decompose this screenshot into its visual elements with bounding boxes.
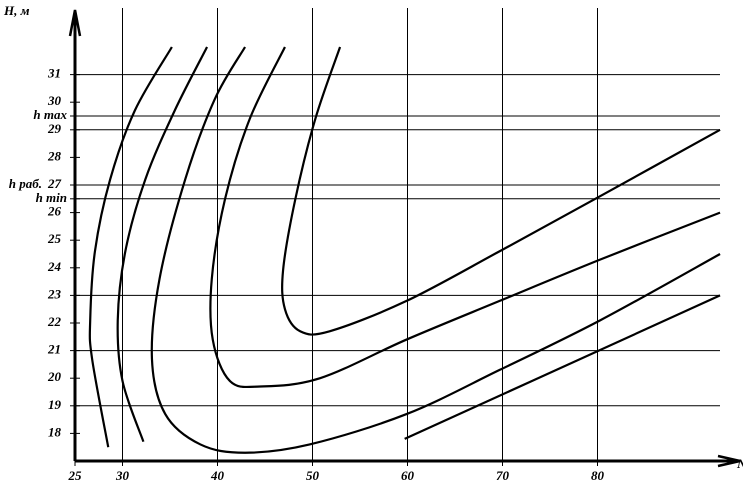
y-annotation-label: h min	[36, 190, 67, 205]
curve	[88, 46, 173, 448]
y-tick-label: 21	[47, 342, 61, 357]
curve	[150, 46, 721, 454]
y-tick-label: 22	[47, 314, 62, 329]
x-tick-label: 30	[115, 468, 130, 483]
y-tick-label: 27	[47, 176, 62, 191]
y-tick-label: 28	[47, 148, 62, 163]
y-tick-label: 19	[48, 397, 62, 412]
y-annotation-label: h max	[33, 107, 67, 122]
curve	[116, 46, 209, 443]
y-axis-arrow	[68, 9, 82, 37]
curve	[404, 294, 721, 440]
y-tick-label: 29	[47, 121, 62, 136]
y-tick-label: 31	[47, 66, 61, 81]
y-tick-label: 23	[47, 286, 62, 301]
y-tick-label: 30	[47, 93, 62, 108]
y-tick-label: 25	[47, 231, 62, 246]
y-annotation-label: h раб.	[9, 176, 42, 191]
x-axis-arrow	[717, 454, 741, 468]
y-tick-label: 26	[47, 204, 62, 219]
x-tick-label: 25	[68, 468, 83, 483]
curve	[209, 46, 721, 389]
y-tick-label: 24	[47, 259, 62, 274]
y-axis-label: H, м	[3, 3, 30, 18]
x-tick-label: 80	[591, 468, 605, 483]
x-tick-label: 40	[210, 468, 225, 483]
x-tick-label: 60	[401, 468, 415, 483]
y-tick-label: 20	[47, 369, 62, 384]
x-tick-label: 70	[496, 468, 510, 483]
curve	[281, 46, 721, 336]
x-axis-label: N	[736, 456, 743, 471]
x-tick-label: 50	[306, 468, 320, 483]
y-tick-label: 18	[48, 424, 62, 439]
